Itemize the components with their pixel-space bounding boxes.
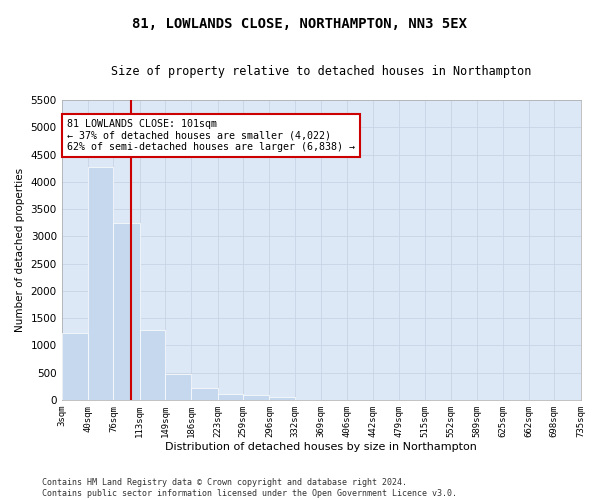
- Bar: [88, 166, 113, 400]
- X-axis label: Distribution of detached houses by size in Northampton: Distribution of detached houses by size …: [165, 442, 477, 452]
- Bar: [191, 388, 218, 400]
- Bar: [113, 222, 140, 400]
- Title: Size of property relative to detached houses in Northampton: Size of property relative to detached ho…: [111, 65, 531, 78]
- Bar: [165, 374, 191, 400]
- Text: 81, LOWLANDS CLOSE, NORTHAMPTON, NN3 5EX: 81, LOWLANDS CLOSE, NORTHAMPTON, NN3 5EX: [133, 18, 467, 32]
- Text: 81 LOWLANDS CLOSE: 101sqm
← 37% of detached houses are smaller (4,022)
62% of se: 81 LOWLANDS CLOSE: 101sqm ← 37% of detac…: [67, 119, 355, 152]
- Y-axis label: Number of detached properties: Number of detached properties: [15, 168, 25, 332]
- Bar: [140, 330, 165, 400]
- Text: Contains HM Land Registry data © Crown copyright and database right 2024.
Contai: Contains HM Land Registry data © Crown c…: [42, 478, 457, 498]
- Bar: [62, 333, 88, 400]
- Bar: [218, 394, 243, 400]
- Bar: [243, 396, 269, 400]
- Bar: [269, 396, 295, 400]
